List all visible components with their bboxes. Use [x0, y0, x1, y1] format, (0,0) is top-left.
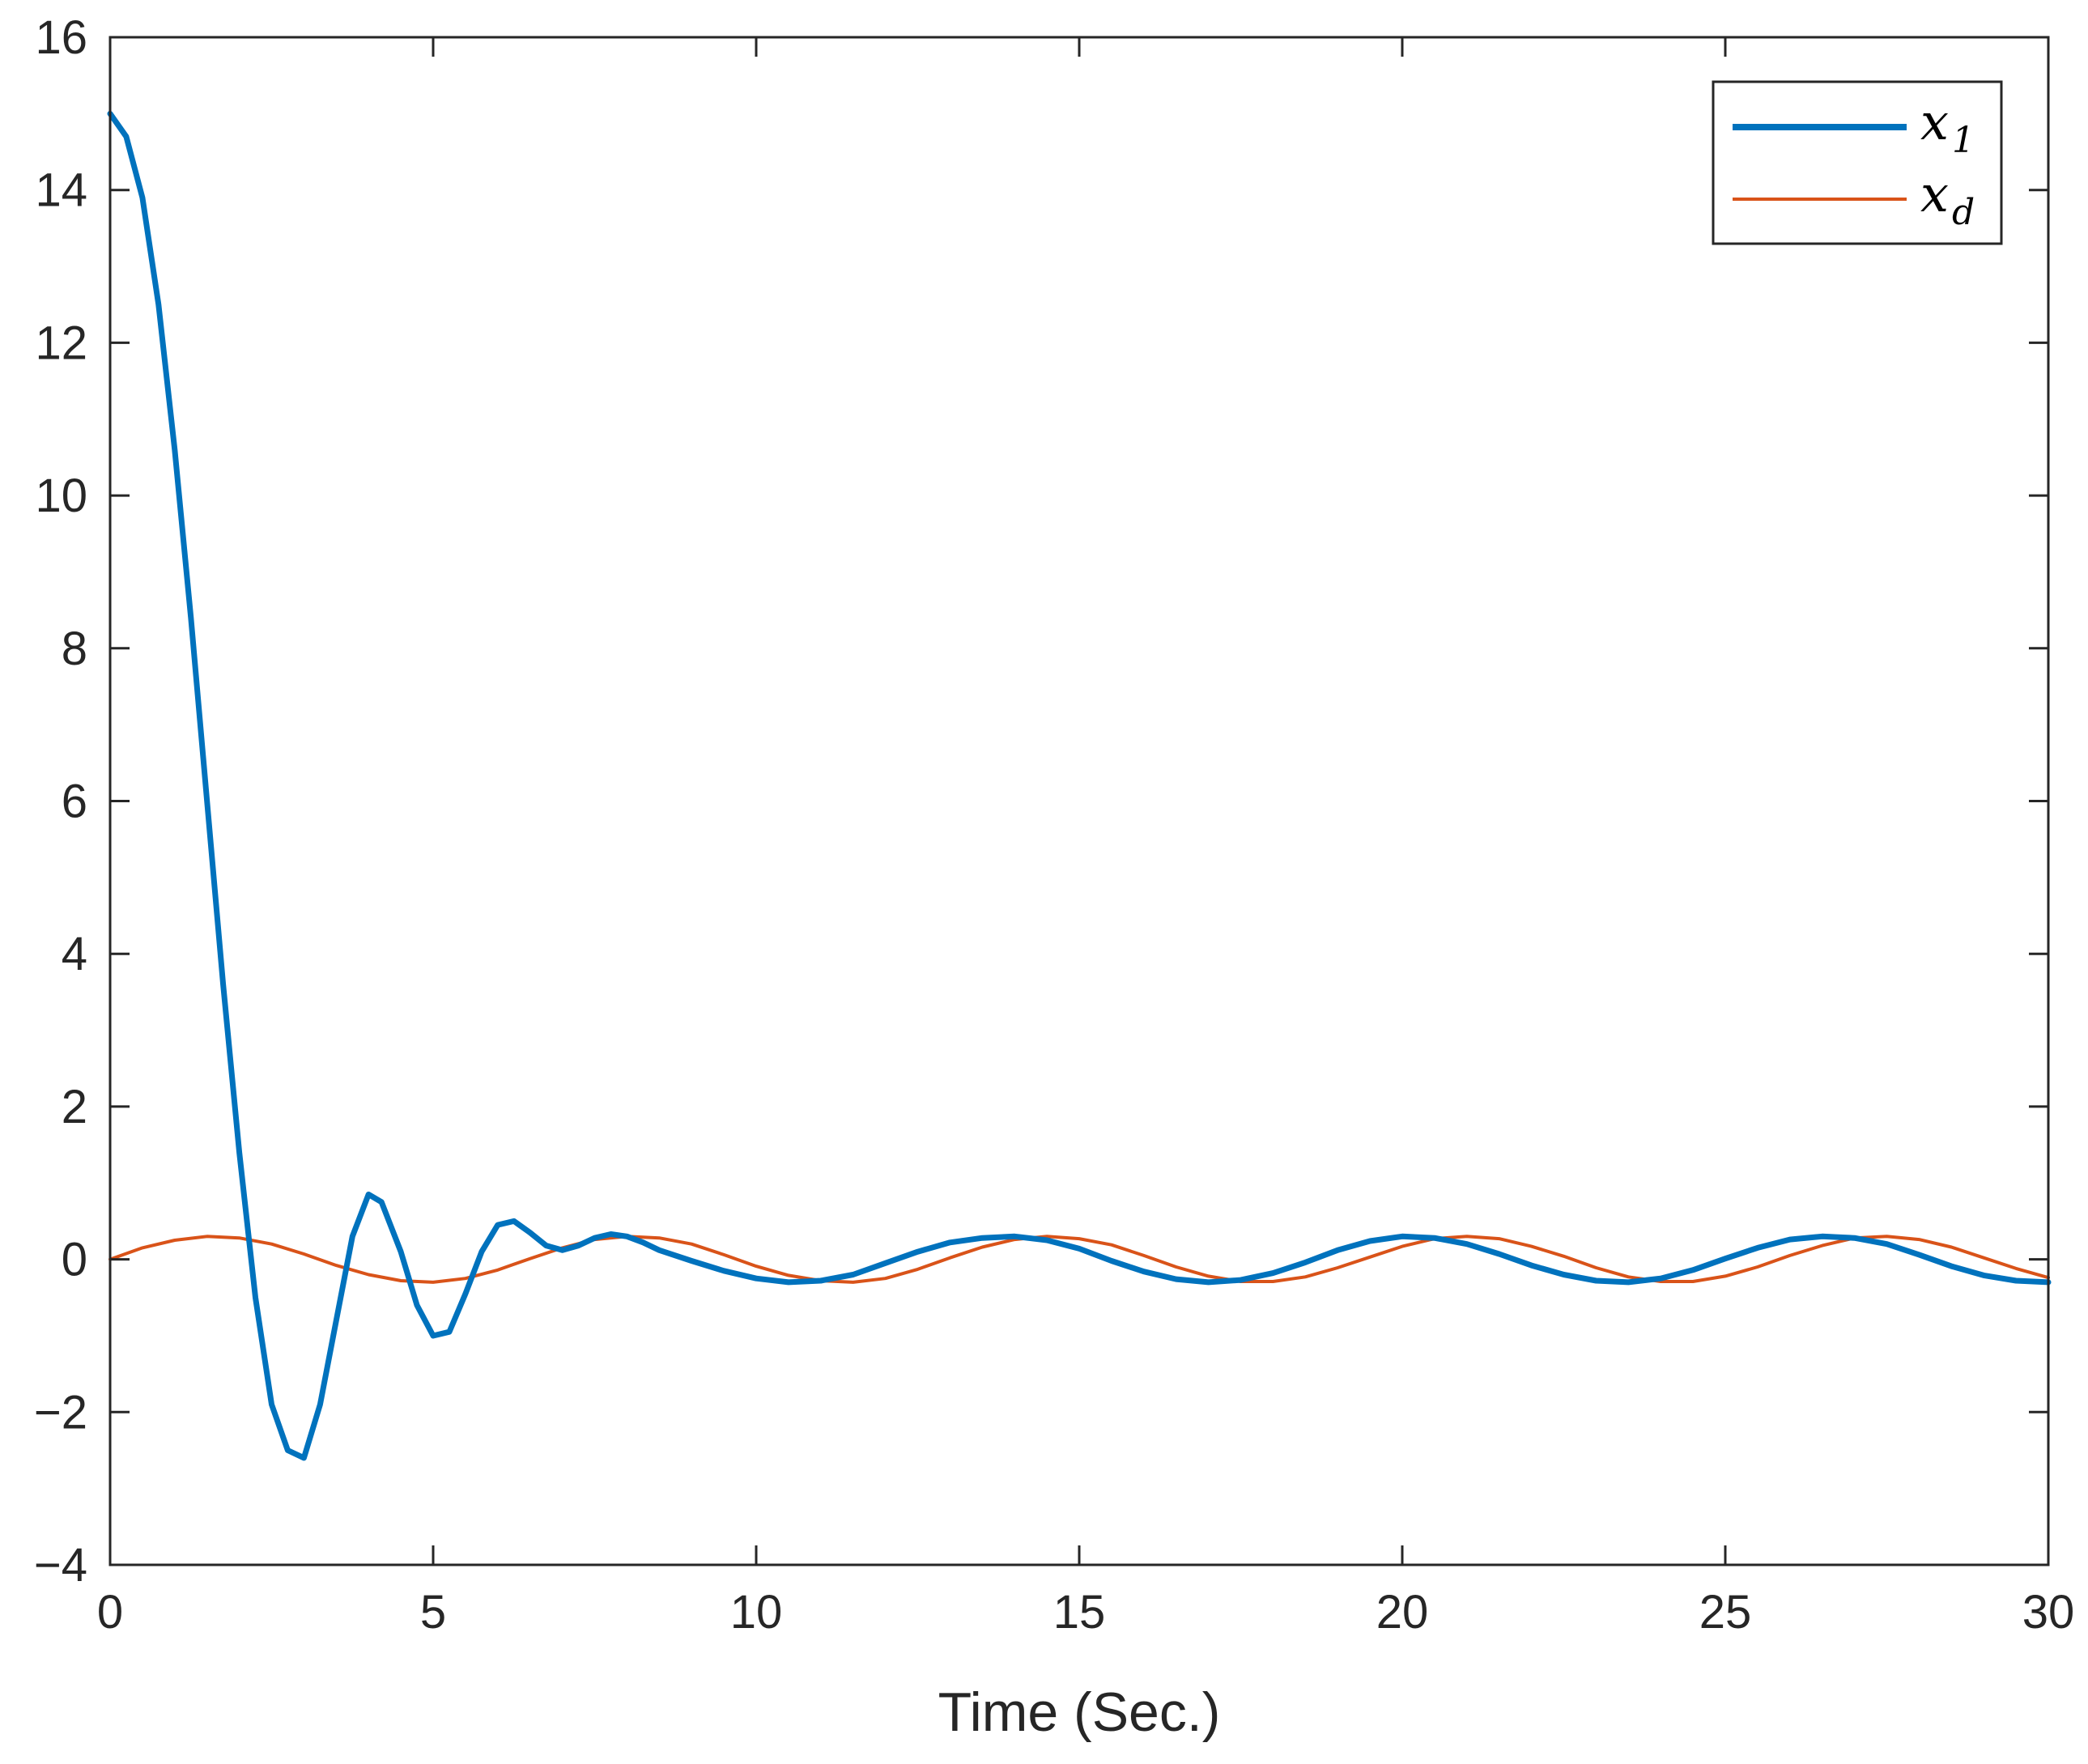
legend-label-xd: xd [1920, 164, 1975, 233]
y-tick-label: 4 [62, 928, 87, 980]
x-tick-label: 25 [1699, 1586, 1752, 1639]
y-tick-label: 8 [62, 623, 87, 675]
x-axis-label: Time (Sec.) [938, 1681, 1221, 1743]
plot-background [110, 37, 2048, 1565]
x-tick-label: 10 [730, 1586, 783, 1639]
x-tick-label: 20 [1376, 1586, 1429, 1639]
y-tick-label: 10 [35, 470, 87, 522]
y-tick-label: −4 [34, 1539, 87, 1592]
x-tick-label: 15 [1053, 1586, 1106, 1639]
series-layer [107, 110, 2052, 1461]
y-tick-label: 12 [35, 317, 87, 369]
x-tick-label: 0 [97, 1586, 123, 1639]
y-tick-label: 0 [62, 1234, 87, 1286]
x-tick-label: 5 [420, 1586, 446, 1639]
y-tick-label: 2 [62, 1081, 87, 1133]
y-tick-label: −2 [34, 1386, 87, 1439]
legend-label-x1: x1 [1920, 92, 1975, 161]
axes-layer: 0 5 10 15 20 25 30 −4 −2 0 2 4 6 8 10 12 14 16 [34, 11, 2074, 1639]
y-tick-label: 16 [35, 11, 87, 64]
series-line-x1 [107, 110, 2052, 1461]
x-tick-label: 30 [2022, 1586, 2075, 1639]
y-tick-label: 14 [35, 164, 87, 217]
legend-box [1712, 80, 2003, 245]
series-line-xd [108, 1235, 2050, 1284]
y-tick-label: 6 [62, 776, 87, 828]
legend: x1 xd [1712, 80, 2003, 245]
